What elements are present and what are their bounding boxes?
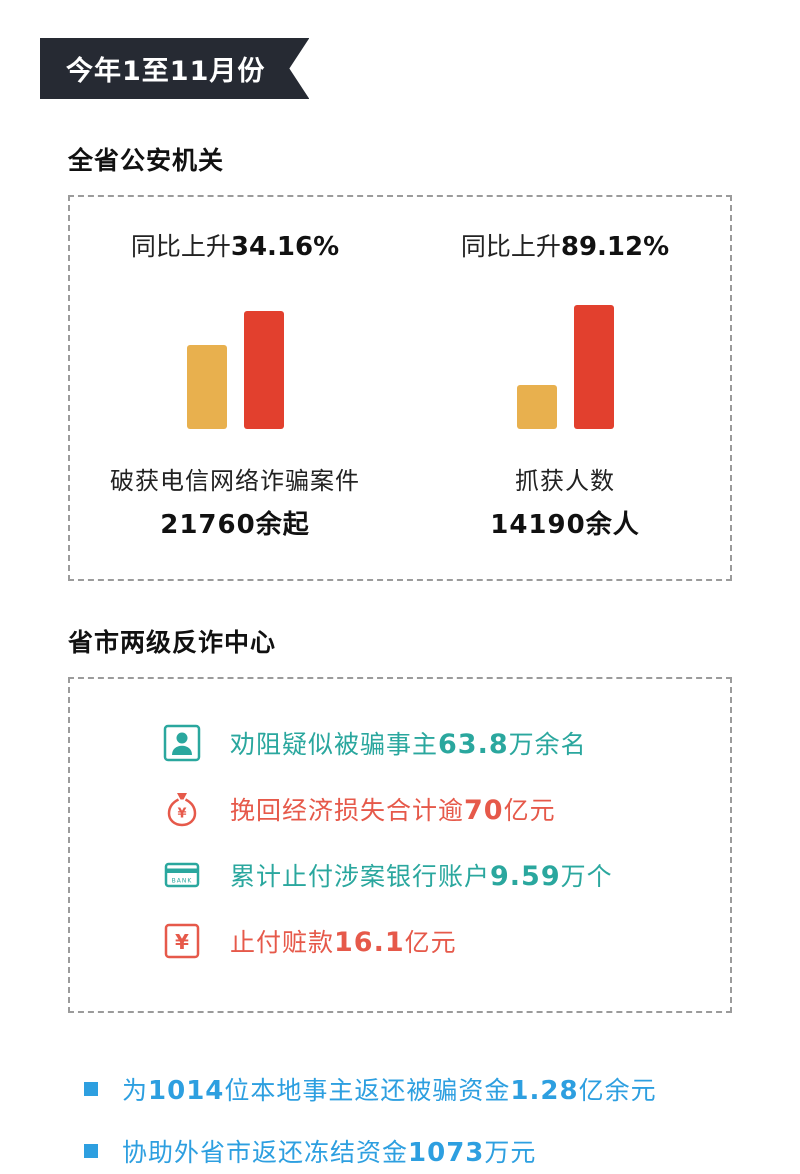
period-label: 今年1至11月份: [66, 56, 266, 87]
stat-text-prefix: 累计止付涉案银行账户: [230, 862, 491, 891]
bar-previous-cases: [186, 345, 227, 429]
footnote-text: 为1014位本地事主返还被骗资金1.28亿余元: [122, 1071, 657, 1107]
footnote-part: 万元: [484, 1138, 537, 1167]
bar-current-cases: [243, 311, 284, 429]
footnote-number: 1073: [408, 1138, 485, 1168]
footnote-part: 亿余元: [578, 1076, 657, 1105]
stat-row-frozen-accounts: BANK 累计止付涉案银行账户9.59万个: [162, 855, 710, 895]
stat-text-suffix: 万余名: [508, 730, 587, 759]
footnote-text: 协助外省市返还冻结资金1073万元: [122, 1133, 536, 1169]
svg-text:¥: ¥: [175, 930, 189, 954]
yoy-rise-value: 89.12%: [560, 232, 670, 262]
bar-current-arrests: [573, 305, 614, 429]
footnote-part: 为: [122, 1076, 149, 1105]
stat-value-cases: 21760余起: [160, 504, 309, 541]
bar-chart-cases: [186, 303, 284, 429]
stat-value-arrests: 14190余人: [490, 504, 639, 541]
footnote-part: 位本地事主返还被骗资金: [224, 1076, 511, 1105]
stat-text-suffix: 亿元: [503, 796, 556, 825]
stat-label-cases: 破获电信网络诈骗案件: [110, 467, 360, 495]
stat-group-cases: 同比上升34.16% 破获电信网络诈骗案件 21760余起: [70, 227, 400, 541]
stat-text-value: 16.1: [334, 927, 405, 958]
yoy-rise-cases: 同比上升34.16%: [131, 227, 339, 263]
stat-row-dissuaded-victims: 劝阻疑似被骗事主63.8万余名: [162, 723, 710, 763]
footnote-part: 协助外省市返还冻结资金: [122, 1138, 409, 1167]
stat-row-stopped-funds: ¥ 止付赃款16.1亿元: [162, 921, 710, 961]
yoy-rise-prefix: 同比上升: [130, 232, 231, 261]
yoy-rise-prefix: 同比上升: [460, 232, 561, 261]
svg-text:¥: ¥: [177, 807, 186, 822]
stat-text: 累计止付涉案银行账户9.59万个: [230, 857, 613, 893]
stat-label-arrests: 抓获人数: [515, 467, 615, 495]
stat-number-cases: 21760: [160, 510, 256, 540]
bank-card-icon: BANK: [162, 855, 202, 895]
bar-chart-arrests: [516, 303, 614, 429]
police-stats-box: 同比上升34.16% 破获电信网络诈骗案件 21760余起 同比上升89.12%…: [68, 195, 732, 581]
yuan-icon: ¥: [162, 921, 202, 961]
stat-text-value: 70: [464, 795, 504, 826]
square-bullet-icon: [84, 1144, 98, 1158]
stat-text: 挽回经济损失合计逾70亿元: [230, 791, 556, 827]
stat-text-suffix: 亿元: [404, 928, 457, 957]
footnote-number: 1014: [148, 1076, 225, 1106]
stat-text: 劝阻疑似被骗事主63.8万余名: [230, 725, 587, 761]
bar-previous-arrests: [516, 385, 557, 429]
stat-text-value: 63.8: [438, 729, 509, 760]
yoy-rise-value: 34.16%: [230, 232, 340, 262]
stat-text-suffix: 万个: [560, 862, 613, 891]
stat-text: 止付赃款16.1亿元: [230, 923, 457, 959]
stat-text-prefix: 挽回经济损失合计逾: [230, 796, 465, 825]
section-police-title: 全省公安机关: [68, 146, 225, 175]
center-stats-box: 劝阻疑似被骗事主63.8万余名 ¥ 挽回经济损失合计逾70亿元 BANK: [68, 677, 732, 1013]
yoy-rise-arrests: 同比上升89.12%: [461, 227, 669, 263]
stat-text-prefix: 止付赃款: [230, 928, 335, 957]
stat-row-recovered-losses: ¥ 挽回经济损失合计逾70亿元: [162, 789, 710, 829]
footnote-returned-external-funds: 协助外省市返还冻结资金1073万元: [84, 1133, 800, 1169]
stat-text-prefix: 劝阻疑似被骗事主: [230, 730, 439, 759]
stat-group-arrests: 同比上升89.12% 抓获人数 14190余人: [400, 227, 730, 541]
footnote-returned-local-funds: 为1014位本地事主返还被骗资金1.28亿余元: [84, 1071, 800, 1107]
money-bag-icon: ¥: [162, 789, 202, 829]
footnotes: 为1014位本地事主返还被骗资金1.28亿余元 协助外省市返还冻结资金1073万…: [84, 1071, 800, 1169]
square-bullet-icon: [84, 1082, 98, 1096]
stat-unit-arrests: 余人: [585, 510, 640, 540]
period-ribbon-banner: 今年1至11月份: [40, 38, 309, 99]
person-icon: [162, 723, 202, 763]
stat-number-arrests: 14190: [490, 510, 586, 540]
footnote-number: 1.28: [510, 1076, 579, 1106]
svg-text:BANK: BANK: [172, 878, 193, 885]
stat-text-value: 9.59: [490, 861, 561, 892]
stat-unit-cases: 余起: [255, 510, 310, 540]
section-center-title: 省市两级反诈中心: [68, 628, 277, 657]
